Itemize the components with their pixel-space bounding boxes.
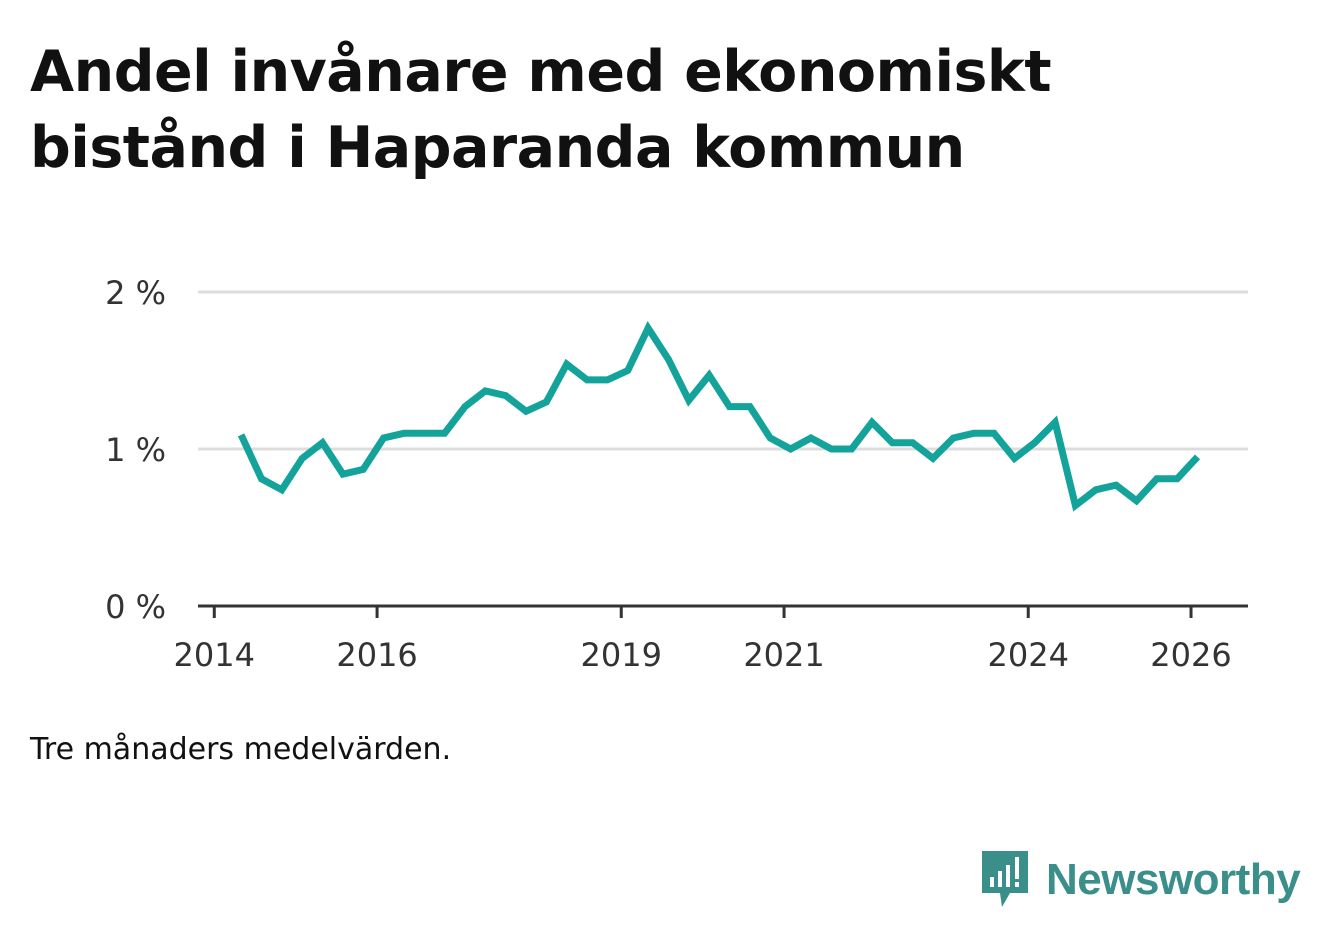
x-tick-label: 2026 xyxy=(1150,636,1231,674)
x-tick-label: 2021 xyxy=(743,636,824,674)
series-line xyxy=(237,320,1201,512)
y-tick-label: 1 % xyxy=(105,431,166,469)
x-tick-label: 2024 xyxy=(988,636,1069,674)
grid-lines xyxy=(198,290,1248,451)
y-tick-label: 2 % xyxy=(105,274,166,312)
x-tick-label: 2014 xyxy=(174,636,255,674)
y-axis-labels: 0 % 1 % 2 % xyxy=(105,274,166,626)
chart-title-line-1: Andel invånare med ekonomiskt xyxy=(30,39,1052,105)
brand-logo: Newsworthy xyxy=(980,848,1301,912)
chart-title: Andel invånare med ekonomiskt bistånd i … xyxy=(30,34,1230,186)
footnote: Tre månaders medelvärden. xyxy=(30,732,452,767)
brand-name: Newsworthy xyxy=(1046,855,1301,904)
newsworthy-logo-icon xyxy=(982,851,1028,907)
series-lines xyxy=(237,320,1201,512)
x-tick-label: 2016 xyxy=(336,636,417,674)
x-axis: 2014 2016 2019 2021 2024 2026 xyxy=(174,604,1248,674)
chart-title-line-2: bistånd i Haparanda kommun xyxy=(30,115,965,181)
x-tick-label: 2019 xyxy=(581,636,662,674)
line-chart: 0 % 1 % 2 % 2014 2016 2019 2021 2024 2026 xyxy=(105,274,1248,674)
y-tick-label: 0 % xyxy=(105,588,166,626)
